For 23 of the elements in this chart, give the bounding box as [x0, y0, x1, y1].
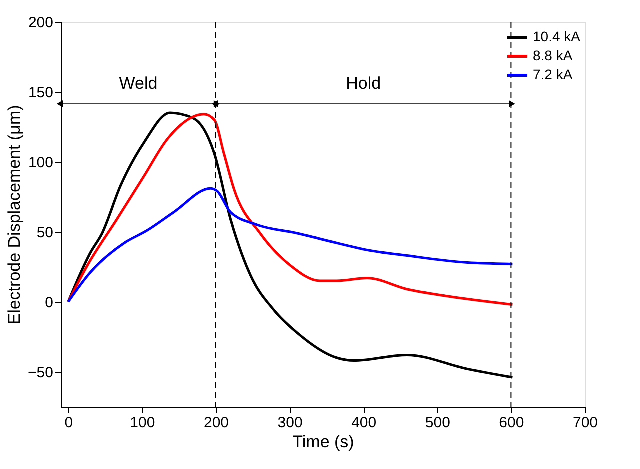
x-tick-label: 600 — [499, 414, 524, 432]
legend-label: 10.4 kA — [533, 28, 582, 44]
x-tick-label: 100 — [130, 414, 156, 432]
x-axis-title: Time (s) — [292, 432, 354, 452]
legend-label: 7.2 kA — [533, 66, 574, 82]
y-axis-title: Electrode Displacement (μm) — [5, 105, 24, 325]
annotation: Weld — [119, 74, 158, 93]
x-tick-label: 300 — [278, 414, 303, 432]
x-tick-label: 200 — [204, 414, 229, 432]
y-tick-label: 50 — [36, 224, 54, 242]
annotation: Hold — [346, 74, 382, 93]
y-tick-label: 100 — [28, 154, 54, 172]
x-tick-label: 400 — [352, 414, 377, 432]
y-tick-label: 200 — [28, 14, 54, 32]
legend-label: 8.8 kA — [533, 48, 574, 64]
line-series — [67, 187, 514, 304]
y-tick-label: 0 — [45, 294, 54, 312]
y-tick-label: 150 — [28, 84, 54, 102]
x-tick-label: 0 — [64, 414, 74, 432]
x-tick-label: 700 — [572, 414, 598, 432]
y-tick-label: −50 — [28, 364, 54, 382]
x-tick-label: 500 — [425, 414, 450, 432]
line-series — [67, 113, 514, 306]
